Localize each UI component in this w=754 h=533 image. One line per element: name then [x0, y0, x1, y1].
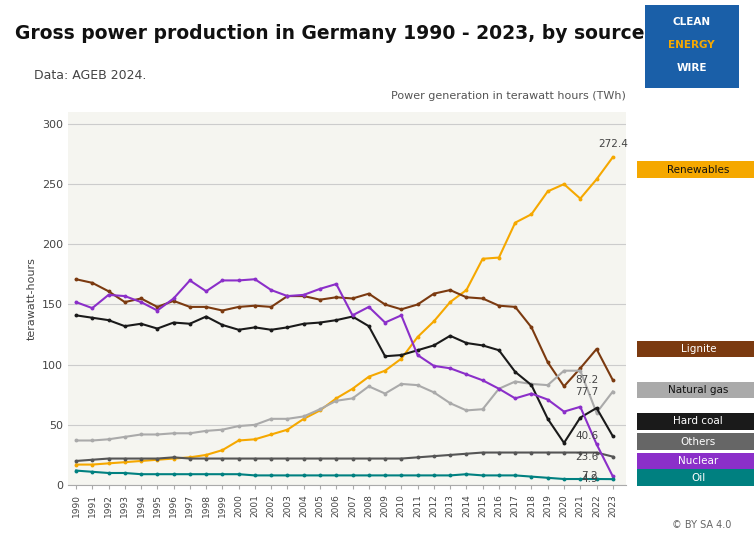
Text: Natural gas: Natural gas	[668, 385, 728, 395]
Text: Others: Others	[681, 437, 716, 447]
Text: 77.7: 77.7	[575, 386, 598, 397]
Bar	[637, 341, 754, 358]
Y-axis label: terawatt-hours: terawatt-hours	[26, 257, 36, 340]
Text: Data: AGEB 2024.: Data: AGEB 2024.	[34, 69, 146, 82]
Text: Gross power production in Germany 1990 - 2023, by source.: Gross power production in Germany 1990 -…	[15, 24, 651, 43]
Text: © BY SA 4.0: © BY SA 4.0	[672, 520, 731, 530]
Bar	[637, 470, 754, 486]
Text: 40.6: 40.6	[575, 431, 598, 441]
Text: CLEAN: CLEAN	[673, 17, 711, 27]
Text: 87.2: 87.2	[575, 375, 598, 385]
Text: ENERGY: ENERGY	[669, 40, 715, 50]
Text: Lignite: Lignite	[681, 344, 716, 354]
Bar	[637, 382, 754, 398]
Text: 272.4: 272.4	[598, 139, 628, 149]
Text: Power generation in terawatt hours (TWh): Power generation in terawatt hours (TWh)	[391, 91, 626, 101]
Text: Renewables: Renewables	[667, 165, 730, 175]
Bar	[637, 413, 754, 430]
Text: 4.9: 4.9	[581, 474, 598, 484]
Text: WIRE: WIRE	[676, 63, 707, 73]
Bar	[637, 161, 754, 178]
Text: Nuclear: Nuclear	[679, 456, 719, 466]
Text: Oil: Oil	[691, 473, 706, 483]
Text: 23.6: 23.6	[575, 451, 598, 462]
Bar	[637, 433, 754, 450]
Bar	[637, 453, 754, 470]
Text: Hard coal: Hard coal	[673, 416, 723, 426]
Text: 7.2: 7.2	[581, 471, 598, 481]
